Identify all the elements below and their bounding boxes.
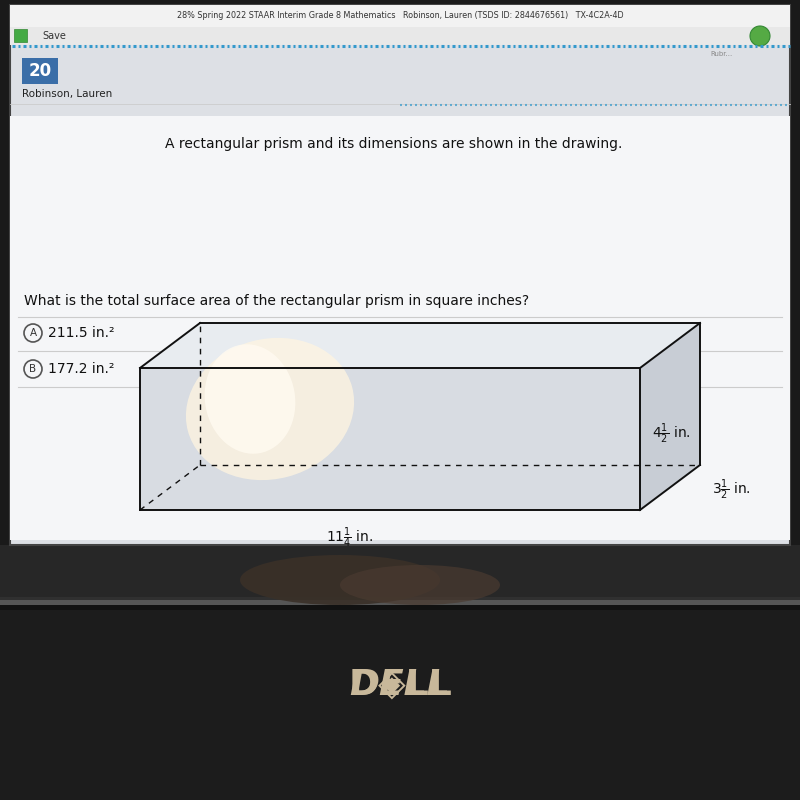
Bar	[0, 597, 800, 605]
Circle shape	[750, 26, 770, 46]
Polygon shape	[640, 323, 700, 510]
Text: B: B	[30, 364, 37, 374]
Text: Save: Save	[42, 31, 66, 41]
Text: $4\frac{1}{2}$ in.: $4\frac{1}{2}$ in.	[652, 422, 690, 446]
Bar	[0, 600, 800, 800]
Bar	[14, 29, 27, 42]
Polygon shape	[140, 323, 700, 368]
Ellipse shape	[340, 565, 500, 605]
Text: 211.5 in.²: 211.5 in.²	[48, 326, 114, 340]
Bar	[0, 610, 800, 800]
Text: $3\frac{1}{2}$ in.: $3\frac{1}{2}$ in.	[712, 478, 750, 502]
Bar	[0, 545, 800, 600]
Text: 28% Spring 2022 STAAR Interim Grade 8 Mathematics   Robinson, Lauren (TSDS ID: 2: 28% Spring 2022 STAAR Interim Grade 8 Ma…	[177, 11, 623, 21]
Text: Rubr...: Rubr...	[710, 51, 732, 57]
Bar	[10, 116, 790, 540]
Ellipse shape	[240, 555, 440, 605]
Text: D◈LL: D◈LL	[348, 668, 452, 702]
Bar	[10, 5, 790, 27]
Ellipse shape	[205, 344, 295, 454]
Text: A rectangular prism and its dimensions are shown in the drawing.: A rectangular prism and its dimensions a…	[165, 137, 622, 151]
Text: Robinson, Lauren: Robinson, Lauren	[22, 89, 112, 99]
Text: 177.2 in.²: 177.2 in.²	[48, 362, 114, 376]
Bar	[22, 58, 58, 84]
Text: A: A	[30, 328, 37, 338]
Bar	[10, 27, 790, 45]
Text: What is the total surface area of the rectangular prism in square inches?: What is the total surface area of the re…	[24, 294, 529, 308]
Text: 20: 20	[29, 62, 51, 80]
Bar	[10, 5, 790, 545]
Text: DELL: DELL	[350, 668, 450, 702]
Polygon shape	[140, 368, 640, 510]
Text: $11\frac{1}{4}$ in.: $11\frac{1}{4}$ in.	[326, 526, 374, 550]
Ellipse shape	[186, 338, 354, 480]
